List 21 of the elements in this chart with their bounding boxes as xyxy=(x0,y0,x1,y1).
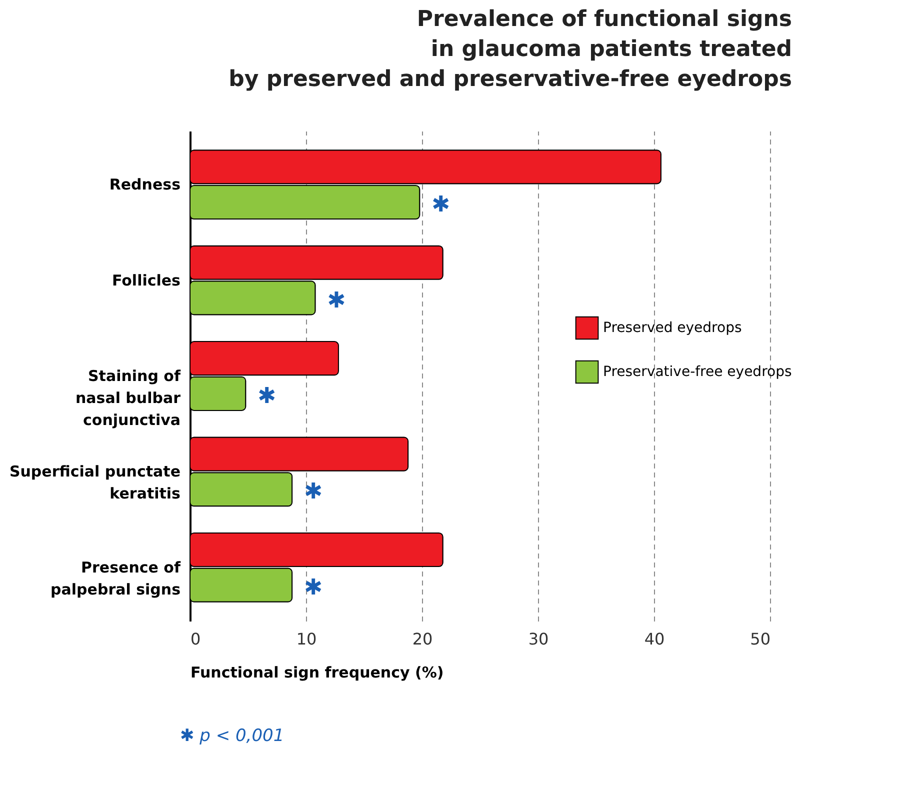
x-axis-title: Functional sign frequency (%) xyxy=(190,664,444,682)
annotation: ✱ xyxy=(258,384,276,409)
annotation: ✱ xyxy=(304,575,323,600)
legend-label: Preserved eyedrops xyxy=(603,320,742,336)
annotation: ✱ xyxy=(304,480,323,505)
x-tick-label: 50 xyxy=(750,630,770,648)
chart-title: Prevalence of functional signs in glaucoma patients treated by preserved and preservative-free eyedrops xyxy=(228,7,792,92)
text: ✱ p < 0,001 xyxy=(180,726,284,746)
legend-label: Preservative-free eyedrops xyxy=(603,364,792,380)
y-tick-label: Staining of nasal bulbar conjunctiva xyxy=(75,367,182,429)
y-tick-label: Superficial punctate keratitis xyxy=(9,462,181,503)
annotation: ✱ xyxy=(432,192,450,218)
y-tick-label: Presence of palpebral signs xyxy=(50,558,181,598)
x-tick-label: 30 xyxy=(528,630,549,648)
y-tick-label: Follicles xyxy=(112,271,181,290)
x-tick-label: 40 xyxy=(644,630,665,648)
x-tick-label: 10 xyxy=(296,630,317,648)
x-tick-label: 20 xyxy=(412,630,433,648)
x-tick-label: 0 xyxy=(190,630,201,648)
y-tick-label: Redness xyxy=(109,176,181,194)
annotation: ✱ xyxy=(327,288,346,314)
